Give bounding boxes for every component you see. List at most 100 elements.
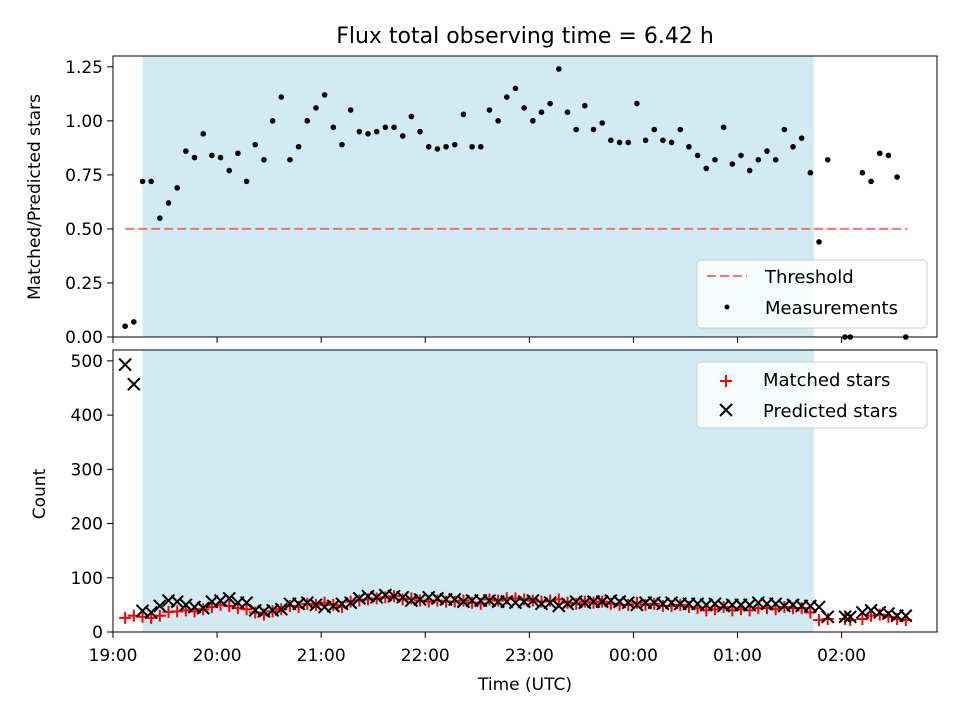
matched-stars-point xyxy=(396,593,409,606)
predicted-stars-point xyxy=(213,593,228,608)
matched-stars-point xyxy=(856,612,869,625)
measurements-legend-swatch xyxy=(724,304,730,310)
predicted-stars-point xyxy=(821,610,835,624)
measurement-point xyxy=(278,94,285,100)
predicted-stars-point xyxy=(274,602,288,616)
predicted-stars-point xyxy=(864,603,878,618)
measurement-point xyxy=(573,126,579,133)
predicted-stars-point xyxy=(881,606,896,621)
measurement-point xyxy=(720,124,727,131)
predicted-legend-label: Predicted stars xyxy=(763,401,897,422)
predicted-stars-point xyxy=(708,597,722,611)
matched-stars-point xyxy=(639,598,652,611)
measurement-point xyxy=(556,66,562,72)
measurement-point xyxy=(469,143,475,150)
matched-stars-point xyxy=(535,595,548,608)
bottom-panel: 0 100 200 300 400 500 19:00 20:00 21:00 22:00 23:… xyxy=(30,349,938,695)
measurement-point xyxy=(651,126,658,133)
measurement-point xyxy=(200,131,207,137)
predicted-stars-point xyxy=(309,598,323,612)
measurement-point xyxy=(443,143,449,150)
x-axis-label: Time (UTC) xyxy=(477,675,572,695)
measurement-point xyxy=(824,156,831,163)
top-legend-box xyxy=(696,259,928,329)
predicted-stars-point xyxy=(196,601,210,615)
bot-y-tick-label: 300 xyxy=(71,460,103,480)
predicted-stars-point xyxy=(179,598,193,612)
chart-title: Flux total observing time = 6.42 h xyxy=(336,24,714,49)
matched-stars-point xyxy=(179,604,192,617)
predicted-stars-point xyxy=(838,610,852,624)
bot-x-tick-label: 19:00 xyxy=(89,646,138,666)
bottom-axes-frame xyxy=(112,349,938,633)
matched-stars-point xyxy=(795,602,808,615)
top-axes-frame xyxy=(112,55,938,338)
measurement-point xyxy=(859,169,866,176)
measurement-point xyxy=(217,154,224,161)
predicted-stars-point xyxy=(352,591,367,606)
measurement-point xyxy=(330,124,337,131)
measurement-point xyxy=(252,141,259,148)
bot-x-tick-label: 00:00 xyxy=(609,646,658,666)
matched-stars-point xyxy=(622,598,635,611)
measurement-point xyxy=(365,131,371,137)
measurement-point xyxy=(798,135,805,141)
predicted-stars-point xyxy=(768,597,783,611)
measurement-point xyxy=(321,92,328,98)
measurement-point xyxy=(816,239,822,245)
predicted-stars-point xyxy=(127,377,141,391)
measurement-point xyxy=(209,152,215,159)
predicted-stars-point xyxy=(526,593,540,608)
bottom-y-axis-label: Count xyxy=(30,468,50,519)
measurement-point xyxy=(616,139,623,146)
measurement-point xyxy=(781,126,788,133)
predicted-stars-point xyxy=(395,590,410,604)
measurement-point xyxy=(738,152,744,159)
top-legend: Threshold Measurements xyxy=(696,259,928,329)
predicted-stars-point xyxy=(326,599,341,613)
predicted-stars-point xyxy=(369,590,384,604)
predicted-stars-point xyxy=(630,598,644,612)
bot-x-tick-label: 23:00 xyxy=(505,646,554,666)
measurement-point xyxy=(582,102,588,109)
measurement-point xyxy=(495,118,501,124)
measurement-point xyxy=(512,85,519,92)
measurement-point xyxy=(425,143,432,150)
measurement-point xyxy=(269,118,276,124)
measurement-point xyxy=(243,178,250,185)
matched-legend-label: Matched stars xyxy=(763,370,890,391)
measurement-point xyxy=(547,100,553,107)
bot-y-tick-label: 0 xyxy=(92,623,103,643)
measurement-point xyxy=(885,152,892,159)
predicted-stars-point xyxy=(552,599,566,613)
measurement-point xyxy=(382,124,389,131)
matched-stars-point xyxy=(171,605,184,618)
bot-y-tick-label: 100 xyxy=(71,569,103,589)
matched-stars-point xyxy=(205,601,218,614)
measurement-point xyxy=(712,156,718,163)
measurement-point xyxy=(668,139,675,146)
measurement-point xyxy=(590,126,597,133)
bottom-data-layer xyxy=(118,357,913,627)
top-y-tick-label: 1.25 xyxy=(65,58,103,78)
measurement-point xyxy=(157,215,163,221)
matched-stars-point xyxy=(153,609,166,622)
top-y-ticks: 0.00 0.25 0.50 0.75 1.00 1.25 xyxy=(65,58,113,348)
matched-stars-point xyxy=(630,596,643,609)
measurement-point xyxy=(356,128,363,135)
measurement-point xyxy=(608,137,614,144)
predicted-stars-point xyxy=(855,605,870,620)
measurement-point xyxy=(139,178,146,185)
measurement-point xyxy=(339,141,345,148)
bot-x-tick-label: 02:00 xyxy=(817,646,866,666)
measurement-point xyxy=(807,169,814,176)
measurement-point xyxy=(538,109,545,115)
top-y-tick-label: 0.50 xyxy=(65,220,103,240)
measurement-point xyxy=(434,146,441,152)
measurement-point xyxy=(790,143,796,150)
predicted-stars-point xyxy=(543,596,557,610)
top-data-layer xyxy=(122,66,909,340)
matched-stars-point xyxy=(379,591,392,604)
predicted-stars-point xyxy=(448,592,462,607)
measurement-point xyxy=(660,137,666,144)
